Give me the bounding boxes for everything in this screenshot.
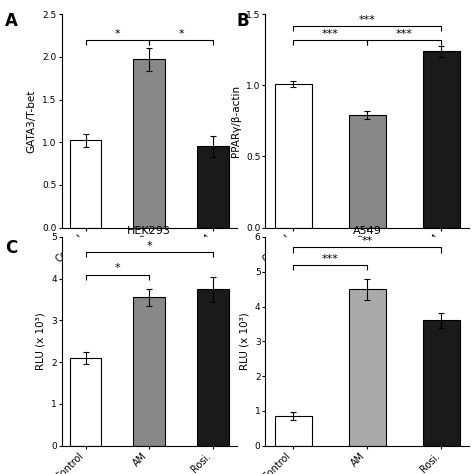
Bar [197, 146, 229, 228]
Text: *: * [115, 264, 120, 273]
Text: ***: *** [322, 254, 339, 264]
Y-axis label: PPARγ/β-actin: PPARγ/β-actin [231, 85, 241, 157]
Bar [197, 289, 229, 446]
Text: B: B [237, 12, 250, 30]
Text: **: ** [362, 237, 373, 246]
Bar [133, 59, 165, 228]
Bar [275, 416, 312, 446]
Y-axis label: GATA3/T-bet: GATA3/T-bet [27, 89, 37, 153]
Bar [133, 298, 165, 446]
Text: C: C [5, 239, 17, 257]
Text: ***: *** [322, 29, 339, 39]
Bar [70, 140, 101, 228]
Bar [70, 358, 101, 446]
Bar [275, 84, 312, 228]
Text: *: * [115, 29, 120, 39]
Bar [349, 115, 386, 228]
Bar [423, 51, 460, 228]
Title: A549: A549 [353, 226, 382, 236]
Text: *: * [146, 241, 152, 251]
Bar [349, 289, 386, 446]
Title: HEK293: HEK293 [128, 226, 171, 236]
Bar [423, 320, 460, 446]
Text: ***: *** [359, 15, 376, 25]
Text: A: A [5, 12, 18, 30]
Y-axis label: RLU (x 10³): RLU (x 10³) [36, 312, 46, 370]
Y-axis label: RLU (x 10³): RLU (x 10³) [239, 312, 249, 370]
Text: *: * [178, 29, 184, 39]
Text: ***: *** [396, 29, 413, 39]
